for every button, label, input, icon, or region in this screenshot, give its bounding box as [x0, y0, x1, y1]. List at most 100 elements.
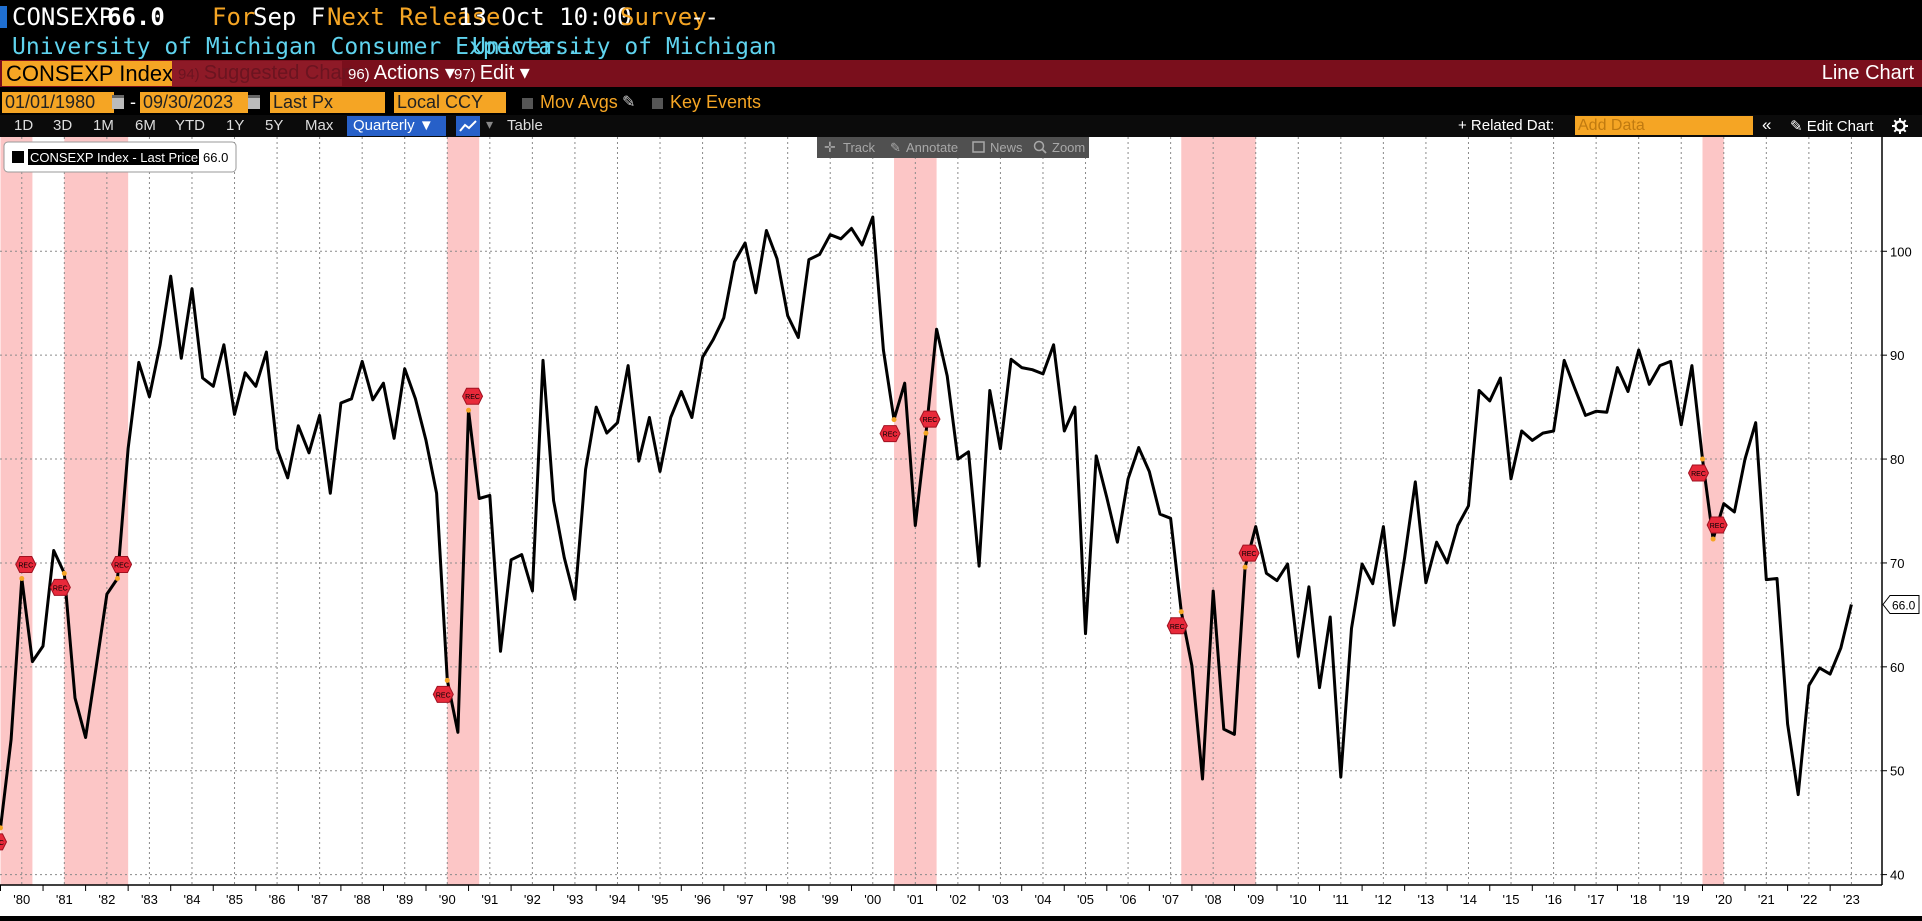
- x-tick-label: '99: [822, 892, 839, 907]
- recession-marker-label: REC: [465, 394, 480, 401]
- line-chart[interactable]: 40 50 60 70 80 90 100 '80 '81 '82 '83 '84 '85 '86 '87 '…: [0, 137, 1922, 916]
- edit-menu[interactable]: 97) Edit ▾: [448, 61, 532, 86]
- ticker-header: CONSEXP 66.0 For Sep F Next Release 13 O…: [0, 0, 1922, 34]
- actions-menu[interactable]: 96) Actions ▾: [342, 61, 455, 86]
- x-tick-label: '08: [1205, 892, 1222, 907]
- x-tick-label: '04: [1034, 892, 1051, 907]
- x-tick-label: '17: [1588, 892, 1605, 907]
- active-indicator: [0, 6, 7, 28]
- edit-label: Edit ▾: [479, 62, 530, 84]
- ticker-symbol: CONSEXP: [12, 3, 114, 31]
- range-max[interactable]: Max: [305, 117, 334, 134]
- edit-chart-button[interactable]: ✎ Edit Chart: [1790, 118, 1874, 135]
- x-tick-label: '89: [396, 892, 413, 907]
- x-tick-label: '84: [183, 892, 200, 907]
- x-tick-label: '87: [311, 892, 328, 907]
- track-tool[interactable]: Track: [843, 140, 876, 155]
- event-dot: [444, 677, 450, 683]
- event-dot: [19, 576, 25, 582]
- x-tick-label: '16: [1545, 892, 1562, 907]
- related-data-button[interactable]: + Related Dat:: [1458, 117, 1555, 134]
- x-tick-label: '11: [1333, 892, 1349, 907]
- legend-value: 66.0: [203, 150, 228, 165]
- line-style-button[interactable]: [456, 116, 480, 136]
- range-1y[interactable]: 1Y: [226, 117, 245, 134]
- recession-marker-label: REC: [1242, 551, 1257, 558]
- recession-marker[interactable]: REC: [919, 410, 941, 428]
- recession-marker[interactable]: REC: [15, 556, 37, 574]
- chart-area[interactable]: 40 50 60 70 80 90 100 '80 '81 '82 '83 '84 '85 '86 '87 '…: [0, 137, 1922, 916]
- last-value-text: 66.0: [1892, 599, 1916, 613]
- gear-icon[interactable]: [1892, 118, 1908, 134]
- start-date-input[interactable]: 01/01/1980: [2, 92, 114, 113]
- zoom-tool[interactable]: Zoom: [1052, 140, 1085, 155]
- end-date-input[interactable]: 09/30/2023: [140, 92, 248, 113]
- range-5y[interactable]: 5Y: [265, 117, 284, 134]
- recession-marker[interactable]: REC: [461, 387, 484, 405]
- recession-marker[interactable]: REC: [1238, 544, 1260, 562]
- range-1m[interactable]: 1M: [93, 117, 114, 134]
- recession-marker-label: REC: [114, 563, 129, 570]
- recession-marker[interactable]: REC: [1706, 516, 1728, 534]
- calendar-icon[interactable]: [248, 95, 260, 109]
- recession-marker[interactable]: REC: [879, 425, 901, 443]
- legend[interactable]: CONSEXP Index - Last Price 66.0: [3, 141, 237, 173]
- range-6m[interactable]: 6M: [135, 117, 156, 134]
- date-separator: -: [130, 92, 136, 112]
- x-tick-label: '95: [652, 892, 669, 907]
- recession-marker-label: REC: [883, 432, 898, 439]
- currency-select[interactable]: Local CCY: [394, 92, 506, 113]
- survey-value: --: [690, 3, 719, 31]
- x-tick-label: '81: [56, 892, 73, 907]
- pencil-icon[interactable]: ✎: [622, 94, 636, 111]
- line-chart-icon: [459, 120, 477, 132]
- security-description: University of Michigan Consumer Expecta.…: [12, 34, 594, 60]
- y-tick-label: 50: [1890, 764, 1904, 779]
- recession-marker[interactable]: REC: [1687, 464, 1710, 482]
- x-tick-label: '97: [737, 892, 754, 907]
- current-value: 66.0: [107, 3, 165, 31]
- range-1d[interactable]: 1D: [14, 117, 34, 134]
- recession-marker[interactable]: REC: [1166, 617, 1188, 635]
- mov-avgs-checkbox[interactable]: [522, 98, 533, 109]
- field-select[interactable]: Last Px: [270, 92, 385, 113]
- x-tick-label: '85: [226, 892, 243, 907]
- add-data-input[interactable]: Add Data: [1575, 116, 1753, 135]
- for-value: Sep F: [253, 3, 326, 31]
- recession-marker[interactable]: REC: [49, 578, 71, 596]
- event-dot: [1700, 456, 1705, 462]
- x-tick-label: '96: [694, 892, 711, 907]
- zoom-icon: [1033, 140, 1047, 154]
- edit-number: 97): [454, 66, 476, 83]
- chart-tools-bar: ✛ Track ✎ Annotate News Zoom: [817, 137, 1089, 158]
- x-tick-label: '06: [1120, 892, 1137, 907]
- annotate-tool[interactable]: Annotate: [906, 140, 958, 155]
- x-tick-label: '09: [1247, 892, 1264, 907]
- range-3d[interactable]: 3D: [53, 117, 73, 134]
- calendar-icon[interactable]: [112, 95, 124, 109]
- news-tool[interactable]: News: [990, 140, 1023, 155]
- y-tick-label: 90: [1890, 348, 1904, 363]
- x-tick-label: '10: [1290, 892, 1307, 907]
- recession-marker[interactable]: REC: [432, 685, 454, 703]
- table-button[interactable]: Table: [507, 117, 543, 134]
- frequency-select[interactable]: Quarterly ▼: [347, 116, 446, 136]
- recession-marker[interactable]: REC: [110, 556, 133, 574]
- event-dot: [115, 576, 121, 582]
- recession-marker-label: REC: [1691, 471, 1706, 478]
- range-ytd[interactable]: YTD: [175, 117, 205, 134]
- x-tick-label: '22: [1800, 892, 1817, 907]
- x-tick-label: '14: [1460, 892, 1477, 907]
- suggested-charts-button[interactable]: 94) Suggested Charts: [172, 61, 364, 86]
- collapse-icon[interactable]: «: [1762, 115, 1772, 134]
- recession-marker-label: REC: [0, 840, 4, 847]
- data-source: University of Michigan: [472, 34, 777, 60]
- key-events-checkbox[interactable]: [652, 98, 663, 109]
- actions-number: 96): [348, 66, 370, 83]
- recession-marker-label: REC: [1710, 523, 1725, 530]
- event-dot: [1710, 536, 1716, 542]
- event-dot: [891, 417, 897, 423]
- x-tick-label: '02: [949, 892, 966, 907]
- chart-type-label: Line Chart: [1821, 62, 1914, 84]
- recession-marker[interactable]: REC: [0, 833, 8, 851]
